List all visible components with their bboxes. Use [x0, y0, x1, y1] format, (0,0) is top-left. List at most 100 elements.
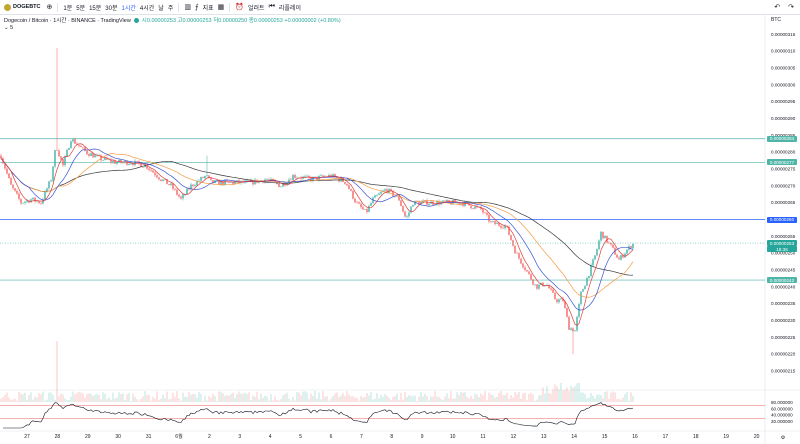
volume-bar — [558, 389, 560, 402]
candle-body — [306, 175, 308, 177]
undo-icon[interactable]: ↶ — [774, 4, 781, 11]
candle-body — [612, 244, 614, 248]
volume-bar — [448, 398, 450, 402]
interval-5m[interactable]: 5분 — [76, 5, 86, 12]
candle-body — [20, 198, 22, 204]
volume-bar — [42, 391, 44, 402]
interval-1m[interactable]: 1분 — [63, 5, 73, 12]
volume-bar — [264, 395, 266, 402]
chart-canvas[interactable]: 0.00000315 0.00000310 0.00000305 0.00000300… — [0, 14, 800, 444]
volume-bar — [172, 392, 174, 402]
volume-bar — [400, 392, 402, 402]
volume-bar — [572, 387, 574, 402]
volume-bar — [520, 398, 522, 402]
indicator-count: 5 — [10, 25, 14, 31]
price-tag-level: 0.00000284 — [767, 135, 797, 142]
volume-bar — [190, 394, 192, 402]
candle-body — [136, 160, 138, 162]
collapse-chevron-icon[interactable]: ⌄ — [4, 25, 9, 31]
volume-bar — [64, 398, 66, 402]
volume-bar — [354, 397, 356, 402]
volume-bar — [392, 396, 394, 402]
settings-gear-icon[interactable]: ⚙ — [781, 435, 786, 441]
date-axis-label: 31 — [146, 434, 152, 440]
volume-bar — [350, 396, 352, 402]
volume-bar — [390, 399, 392, 402]
candle-body — [492, 221, 494, 222]
replay-icon[interactable]: ⏮ — [268, 3, 275, 10]
volume-bar — [460, 391, 462, 402]
candle-body — [510, 235, 512, 241]
volume-bar — [570, 385, 572, 402]
redo-icon[interactable]: ↷ — [788, 4, 794, 11]
volume-bar — [612, 391, 614, 402]
alert-button[interactable]: 얼러트 — [248, 5, 265, 12]
bar-style-icon[interactable]: ▥ — [184, 4, 191, 11]
interval-4h[interactable]: 4시간 — [139, 5, 155, 12]
volume-bar — [534, 400, 536, 402]
interval-day[interactable]: 날 — [158, 5, 164, 12]
date-axis-label: 16 — [632, 434, 638, 440]
interval-15m[interactable]: 15분 — [89, 5, 102, 12]
date-axis-label: 12 — [511, 434, 517, 440]
candle-body — [446, 200, 448, 202]
volume-bar — [68, 400, 70, 402]
layout-icon[interactable]: ▦ — [217, 4, 225, 11]
indicator-legend[interactable]: ⌄ 5 — [4, 25, 13, 31]
volume-bar — [194, 394, 196, 402]
price-axis-label: 0.00000225 — [771, 335, 796, 340]
price-axis-label: 0.00000275 — [771, 167, 796, 172]
compare-add-icon[interactable]: ⊕ — [46, 4, 53, 11]
interval-30m[interactable]: 30분 — [105, 5, 118, 12]
replay-button[interactable]: 리플레이 — [278, 5, 301, 12]
candle-body — [536, 284, 538, 289]
candle-body — [394, 196, 396, 197]
indicators-icon[interactable]: ⨍ — [194, 4, 199, 11]
volume-bar — [380, 395, 382, 402]
volume-bar — [462, 392, 464, 402]
volume-bar — [166, 391, 168, 402]
price-tag-current: 0.00000253 — [767, 240, 797, 247]
volume-bar — [200, 393, 202, 402]
volume-bar — [256, 391, 258, 402]
candle-body — [186, 188, 188, 195]
candle-body — [4, 163, 6, 169]
volume-bar — [630, 392, 632, 402]
candle-body — [124, 160, 126, 163]
volume-bar — [474, 393, 476, 402]
volume-bar — [478, 397, 480, 402]
candle-body — [140, 163, 142, 168]
volume-bar — [294, 400, 296, 402]
volume-bar — [118, 392, 120, 402]
volume-bar — [492, 394, 494, 402]
price-axis-label: 0.00000245 — [771, 267, 796, 272]
candle-body — [516, 253, 518, 254]
candle-body — [564, 301, 566, 308]
volume-bar — [224, 395, 226, 402]
candle-body — [370, 202, 372, 206]
candle-body — [600, 231, 602, 241]
candle-body — [110, 159, 112, 163]
price-axis-currency[interactable]: BTC — [771, 17, 781, 23]
volume-bar — [214, 396, 216, 402]
symbol-search[interactable]: DOGEBTC — [0, 3, 45, 11]
candle-body — [562, 298, 564, 302]
volume-bar — [288, 398, 290, 402]
volume-bar — [308, 399, 310, 402]
interval-week[interactable]: 주 — [167, 5, 174, 12]
candle-body — [422, 200, 424, 203]
volume-bar — [442, 399, 444, 402]
volume-bar — [622, 397, 624, 402]
volume-bar — [202, 400, 204, 402]
candle-body — [624, 253, 626, 258]
date-axis-label: 27 — [24, 434, 30, 440]
volume-bar — [318, 392, 320, 402]
volume-bar — [282, 395, 284, 402]
candle-body — [206, 175, 208, 176]
volume-bar — [450, 391, 452, 402]
indicators-button[interactable]: 지표 — [202, 5, 214, 12]
date-axis-label: 15 — [602, 434, 608, 440]
rsi-axis-label: 60.000000 — [771, 406, 793, 411]
interval-1h[interactable]: 1시간 — [121, 5, 136, 12]
alarm-clock-icon[interactable]: ⏰ — [235, 4, 245, 11]
